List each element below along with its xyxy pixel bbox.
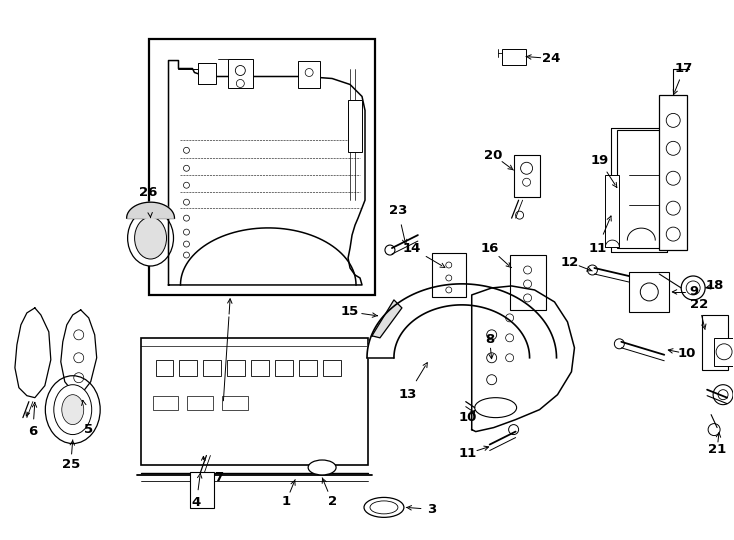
Text: 12: 12: [560, 255, 578, 268]
Text: 10: 10: [678, 347, 697, 360]
Bar: [180, 360, 197, 376]
Ellipse shape: [364, 497, 404, 517]
Polygon shape: [15, 308, 51, 397]
Text: 26: 26: [139, 186, 158, 199]
Text: 23: 23: [389, 204, 407, 217]
Text: 21: 21: [708, 443, 726, 456]
Bar: [606, 176, 619, 247]
Bar: [432, 253, 466, 297]
Polygon shape: [372, 300, 402, 338]
Bar: [228, 360, 245, 376]
Text: 19: 19: [590, 154, 608, 167]
Bar: [348, 100, 362, 152]
Ellipse shape: [134, 217, 167, 259]
Ellipse shape: [128, 210, 173, 266]
Text: 6: 6: [28, 425, 37, 438]
Text: 9: 9: [690, 286, 699, 299]
Text: 1: 1: [282, 495, 291, 508]
Text: 20: 20: [484, 149, 503, 162]
Text: 2: 2: [327, 495, 337, 508]
Text: 11: 11: [588, 241, 606, 254]
Bar: [228, 58, 253, 89]
Text: 17: 17: [675, 62, 694, 75]
Bar: [323, 360, 341, 376]
Bar: [659, 96, 687, 250]
Text: 14: 14: [403, 241, 421, 254]
Polygon shape: [367, 284, 556, 358]
Bar: [148, 38, 375, 295]
Bar: [629, 272, 669, 312]
Bar: [198, 63, 217, 84]
Text: 4: 4: [192, 496, 201, 509]
Text: 7: 7: [214, 471, 223, 484]
Bar: [156, 360, 173, 376]
Bar: [298, 60, 320, 89]
Ellipse shape: [62, 395, 84, 424]
Bar: [222, 396, 248, 410]
Bar: [190, 472, 214, 508]
Bar: [501, 49, 526, 64]
Bar: [187, 396, 214, 410]
Ellipse shape: [308, 460, 336, 475]
Bar: [299, 360, 317, 376]
Text: 22: 22: [690, 299, 708, 312]
Polygon shape: [169, 60, 365, 285]
Ellipse shape: [475, 397, 517, 417]
Bar: [153, 396, 178, 410]
Bar: [251, 360, 269, 376]
Text: 3: 3: [427, 503, 437, 516]
Text: 25: 25: [62, 458, 80, 471]
Text: 5: 5: [84, 423, 93, 436]
Ellipse shape: [46, 376, 100, 443]
Text: 8: 8: [485, 333, 494, 346]
Polygon shape: [61, 310, 97, 395]
Text: 24: 24: [542, 52, 561, 65]
Bar: [714, 338, 734, 366]
Bar: [702, 315, 728, 370]
Bar: [275, 360, 293, 376]
Text: 18: 18: [706, 280, 724, 293]
Polygon shape: [472, 286, 575, 431]
Bar: [514, 156, 539, 197]
Text: 11: 11: [459, 447, 477, 460]
Bar: [509, 255, 545, 310]
Text: 10: 10: [459, 411, 477, 424]
Bar: [203, 360, 222, 376]
Text: 15: 15: [341, 306, 359, 319]
Bar: [141, 338, 368, 465]
Text: 16: 16: [481, 241, 499, 254]
Polygon shape: [127, 202, 175, 218]
Ellipse shape: [370, 501, 398, 514]
Ellipse shape: [54, 384, 92, 435]
Bar: [617, 130, 665, 248]
Text: 13: 13: [399, 388, 417, 401]
